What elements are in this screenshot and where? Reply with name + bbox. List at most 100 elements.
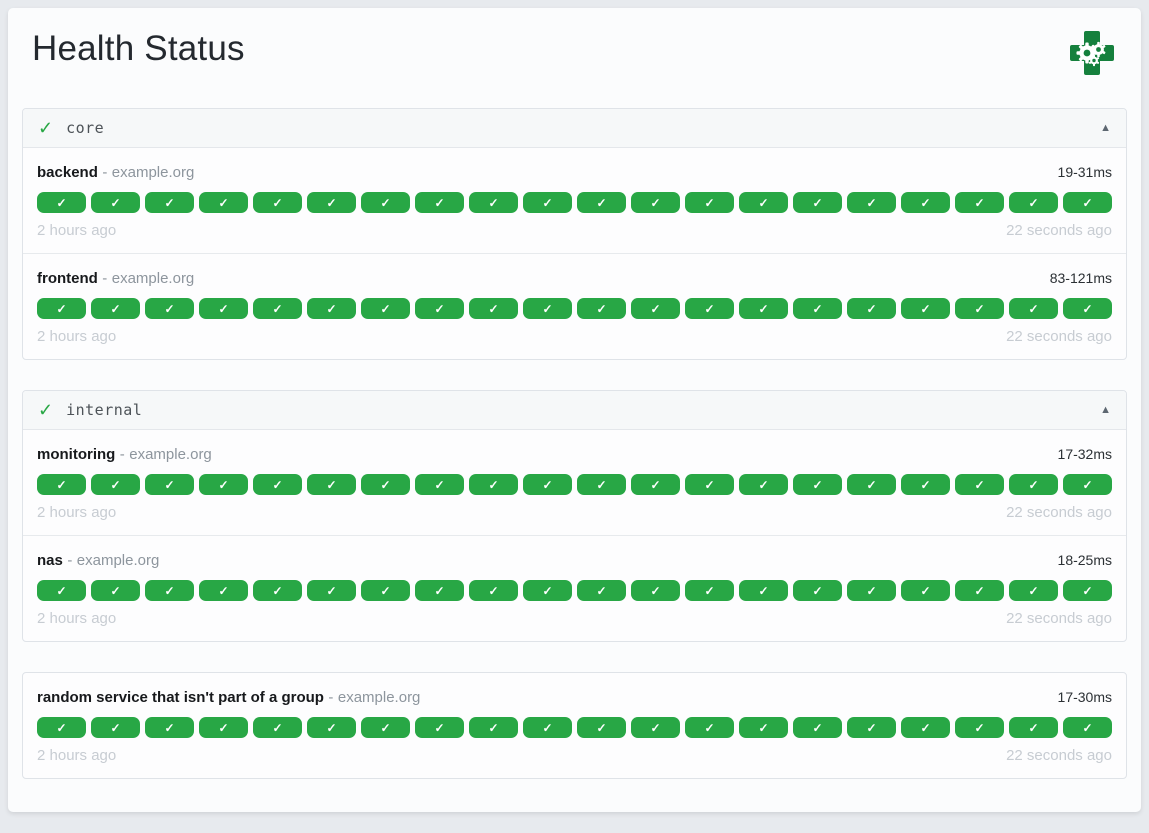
status-badge: ✓ (199, 192, 248, 213)
status-badge: ✓ (145, 474, 194, 495)
service-title-row: frontend - example.org 83-121ms (37, 270, 1112, 288)
status-badge: ✓ (685, 717, 734, 738)
status-badge: ✓ (1009, 474, 1058, 495)
group-header[interactable]: ✓ core ▲ (23, 109, 1126, 148)
service-title: nas - example.org (37, 552, 159, 570)
timestamps-row: 2 hours ago 22 seconds ago (37, 328, 1112, 345)
newest-result-timestamp: 22 seconds ago (1006, 747, 1112, 764)
groups-container: ✓ core ▲ backend - example.org 19-31ms ✓… (22, 108, 1127, 779)
status-badge: ✓ (955, 298, 1004, 319)
status-badge: ✓ (145, 298, 194, 319)
status-badge: ✓ (739, 298, 788, 319)
status-badge: ✓ (523, 474, 572, 495)
group-name: core (66, 119, 105, 137)
status-badge: ✓ (361, 580, 410, 601)
newest-result-timestamp: 22 seconds ago (1006, 328, 1112, 345)
status-badge: ✓ (631, 474, 680, 495)
status-badge: ✓ (199, 298, 248, 319)
service-name: backend (37, 164, 98, 181)
status-badge: ✓ (415, 192, 464, 213)
status-badge: ✓ (523, 717, 572, 738)
status-badge: ✓ (1063, 717, 1112, 738)
timestamps-row: 2 hours ago 22 seconds ago (37, 747, 1112, 764)
status-badge: ✓ (199, 580, 248, 601)
status-badge: ✓ (685, 192, 734, 213)
service-title-row: random service that isn't part of a grou… (37, 689, 1112, 707)
status-badge: ✓ (793, 474, 842, 495)
service-title: backend - example.org (37, 164, 194, 182)
result-badges-row: ✓ ✓ ✓ ✓ ✓ ✓ ✓ ✓ ✓ ✓ ✓ ✓ ✓ ✓ ✓ ✓ ✓ ✓ ✓ ✓ (37, 192, 1112, 213)
service-title: frontend - example.org (37, 270, 194, 288)
status-badge: ✓ (901, 474, 950, 495)
status-badge: ✓ (199, 474, 248, 495)
status-badge: ✓ (307, 192, 356, 213)
service-name: random service that isn't part of a grou… (37, 689, 324, 706)
response-time: 18-25ms (1057, 552, 1112, 568)
status-badge: ✓ (523, 192, 572, 213)
status-badge: ✓ (793, 298, 842, 319)
service-title-row: backend - example.org 19-31ms (37, 164, 1112, 182)
status-badge: ✓ (469, 474, 518, 495)
status-badge: ✓ (37, 580, 86, 601)
service-row: frontend - example.org 83-121ms ✓ ✓ ✓ ✓ ✓ ✓ ✓ ✓… (23, 253, 1126, 359)
timestamps-row: 2 hours ago 22 seconds ago (37, 610, 1112, 627)
status-badge: ✓ (739, 192, 788, 213)
oldest-result-timestamp: 2 hours ago (37, 222, 117, 239)
service-hostname: example.org (76, 552, 160, 569)
status-badge: ✓ (469, 298, 518, 319)
status-badge: ✓ (307, 298, 356, 319)
status-badge: ✓ (91, 580, 140, 601)
status-badge: ✓ (361, 192, 410, 213)
group-box: ✓ core ▲ backend - example.org 19-31ms ✓… (22, 108, 1127, 360)
service-hostname: example.org (129, 446, 212, 463)
status-badge: ✓ (685, 580, 734, 601)
health-status-card: Health Status (8, 8, 1141, 812)
service-name-separator: - (102, 164, 108, 181)
status-badge: ✓ (1063, 192, 1112, 213)
status-badge: ✓ (307, 474, 356, 495)
status-badge: ✓ (145, 192, 194, 213)
service-title-row: nas - example.org 18-25ms (37, 552, 1112, 570)
status-badge: ✓ (631, 298, 680, 319)
service-hostname: example.org (337, 689, 421, 706)
status-badge: ✓ (1009, 580, 1058, 601)
status-badge: ✓ (523, 580, 572, 601)
status-badge: ✓ (469, 717, 518, 738)
timestamps-row: 2 hours ago 22 seconds ago (37, 504, 1112, 521)
status-badge: ✓ (37, 717, 86, 738)
oldest-result-timestamp: 2 hours ago (37, 747, 117, 764)
status-badge: ✓ (793, 192, 842, 213)
service-row: backend - example.org 19-31ms ✓ ✓ ✓ ✓ ✓ ✓ ✓ ✓ ✓ ✓… (23, 148, 1126, 253)
status-badge: ✓ (361, 717, 410, 738)
status-badge: ✓ (523, 298, 572, 319)
page-title: Health Status (32, 29, 245, 68)
status-badge: ✓ (361, 474, 410, 495)
status-badge: ✓ (415, 474, 464, 495)
group-header[interactable]: ✓ internal ▲ (23, 391, 1126, 430)
status-badge: ✓ (847, 580, 896, 601)
response-time: 19-31ms (1057, 164, 1112, 180)
service-name-separator: - (67, 552, 73, 569)
status-badge: ✓ (631, 580, 680, 601)
collapse-arrow-icon[interactable]: ▲ (1100, 121, 1111, 134)
status-badge: ✓ (91, 298, 140, 319)
status-badge: ✓ (955, 192, 1004, 213)
service-title-row: monitoring - example.org 17-32ms (37, 446, 1112, 464)
service-hostname: example.org (111, 164, 195, 181)
service-title: monitoring - example.org (37, 446, 212, 464)
service-name: frontend (37, 270, 98, 287)
status-badge: ✓ (1009, 192, 1058, 213)
status-badge: ✓ (955, 474, 1004, 495)
status-badge: ✓ (1063, 474, 1112, 495)
status-badge: ✓ (361, 298, 410, 319)
service-row: random service that isn't part of a grou… (23, 673, 1126, 778)
status-badge: ✓ (145, 717, 194, 738)
service-name: nas (37, 552, 63, 569)
collapse-arrow-icon[interactable]: ▲ (1100, 403, 1111, 416)
status-badge: ✓ (577, 298, 626, 319)
status-badge: ✓ (91, 192, 140, 213)
card-header: Health Status (22, 24, 1127, 78)
newest-result-timestamp: 22 seconds ago (1006, 222, 1112, 239)
response-time: 17-32ms (1057, 446, 1112, 462)
result-badges-row: ✓ ✓ ✓ ✓ ✓ ✓ ✓ ✓ ✓ ✓ ✓ ✓ ✓ ✓ ✓ ✓ ✓ ✓ ✓ ✓ (37, 717, 1112, 738)
